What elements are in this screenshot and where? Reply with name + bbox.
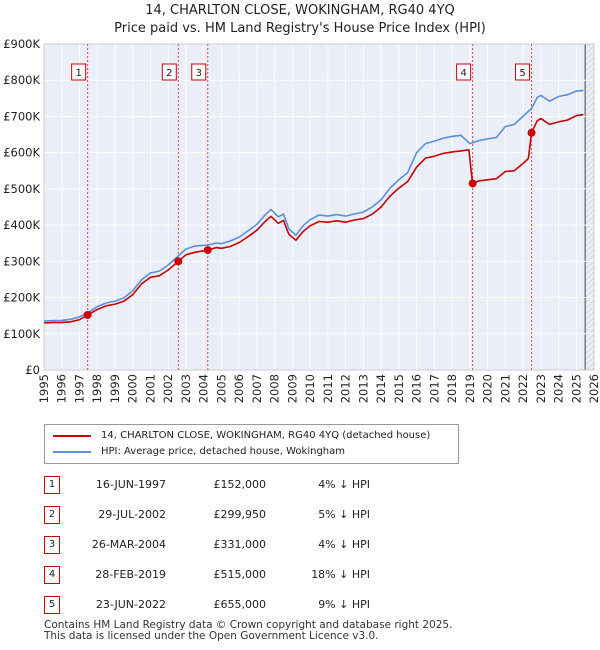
x-tick-label: 1997 — [72, 374, 86, 403]
footer: Contains HM Land Registry data © Crown c… — [44, 620, 452, 642]
transaction-badge: 1 — [44, 476, 60, 494]
legend: 14, CHARLTON CLOSE, WOKINGHAM, RG40 4YQ … — [44, 424, 459, 464]
legend-swatch-blue — [53, 451, 91, 453]
sale-point — [527, 128, 536, 137]
x-tick-label: 2002 — [161, 374, 175, 403]
legend-label-hpi: HPI: Average price, detached house, Woki… — [101, 446, 345, 457]
transaction-badge: 4 — [44, 566, 60, 584]
property-price-line — [43, 113, 584, 324]
transaction-price: £515,000 — [213, 568, 267, 581]
title-line-1: 14, CHARLTON CLOSE, WOKINGHAM, RG40 4YQ — [145, 3, 455, 18]
sale-badge — [456, 63, 472, 81]
sale-badge-label: 2 — [166, 68, 172, 79]
transaction-date: 29-JUL-2002 — [98, 508, 166, 521]
transaction-date: 28-FEB-2019 — [95, 568, 166, 581]
x-tick-label: 2000 — [126, 374, 140, 403]
table-row: 4 28-FEB-2019 £515,000 18% ↓ HPI — [0, 566, 600, 584]
sale-badge-label: 5 — [519, 68, 525, 79]
hpi-line — [43, 89, 584, 322]
sale-badge-label: 3 — [196, 68, 202, 79]
x-tick-label: 1996 — [55, 374, 69, 403]
x-tick-label: 2015 — [392, 374, 406, 403]
table-row: 5 23-JUN-2022 £655,000 9% ↓ HPI — [0, 596, 600, 614]
x-tick-label: 2003 — [179, 374, 193, 403]
y-tick-label: £200K — [3, 291, 40, 305]
x-tick-label: 1998 — [90, 374, 104, 403]
footer-license: This data is licensed under the Open Gov… — [44, 630, 379, 642]
x-tick-label: 2020 — [481, 374, 495, 403]
y-tick-label: £900K — [3, 37, 40, 51]
transaction-price: £655,000 — [213, 598, 267, 611]
transaction-badge: 3 — [44, 536, 60, 554]
x-tick-label: 2014 — [374, 374, 388, 403]
x-tick-label: 2021 — [498, 374, 512, 403]
chart-title: 14, CHARLTON CLOSE, WOKINGHAM, RG40 4YQ … — [0, 2, 600, 38]
sale-badge — [191, 63, 207, 81]
transaction-badge: 2 — [44, 506, 60, 524]
x-tick-label: 2009 — [285, 374, 299, 403]
x-tick-label: 2022 — [516, 374, 530, 403]
legend-swatch-red — [53, 435, 91, 437]
x-tick-label: 2012 — [339, 374, 353, 403]
x-tick-label: 2005 — [214, 374, 228, 403]
transaction-date: 23-JUN-2022 — [95, 598, 166, 611]
transaction-date: 26-MAR-2004 — [91, 538, 166, 551]
x-tick-label: 2017 — [427, 374, 441, 403]
y-tick-label: £300K — [3, 254, 40, 268]
y-tick-label: £400K — [3, 218, 40, 232]
transaction-price: £331,000 — [213, 538, 267, 551]
legend-label-property: 14, CHARLTON CLOSE, WOKINGHAM, RG40 4YQ … — [101, 430, 431, 441]
x-tick-label: 2011 — [321, 374, 335, 403]
sale-badge — [515, 63, 531, 81]
x-tick-label: 2018 — [445, 374, 459, 403]
transaction-hpi: 18% ↓ HPI — [311, 568, 370, 581]
plot-area — [44, 44, 594, 370]
plot-frame — [43, 43, 595, 371]
x-tick-label: 2008 — [268, 374, 282, 403]
x-tick-label: 1995 — [37, 374, 51, 403]
sale-point — [203, 246, 212, 255]
title-line-2: Price paid vs. HM Land Registry's House … — [114, 21, 486, 36]
y-tick-label: £100K — [3, 327, 40, 341]
x-tick-label: 2013 — [356, 374, 370, 403]
x-tick-label: 2016 — [410, 374, 424, 403]
y-tick-label: £500K — [3, 182, 40, 196]
x-tick-label: 2024 — [552, 374, 566, 403]
x-tick-label: 2006 — [232, 374, 246, 403]
forecast-region — [585, 44, 594, 370]
transaction-badge: 5 — [44, 596, 60, 614]
sale-badge — [161, 63, 177, 81]
x-tick-label: 2026 — [587, 374, 600, 403]
price-chart: £0 £100K £200K £300K £400K £500K £600K £700K £80… — [3, 37, 600, 403]
transaction-price: £299,950 — [213, 508, 267, 521]
y-tick-label: £600K — [3, 146, 40, 160]
transaction-date: 16-JUN-1997 — [95, 478, 166, 491]
table-row: 1 16-JUN-1997 £152,000 4% ↓ HPI — [0, 476, 600, 494]
sale-badge-label: 4 — [460, 68, 466, 79]
x-tick-label: 2004 — [197, 374, 211, 403]
x-tick-label: 2019 — [463, 374, 477, 403]
y-tick-label: £700K — [3, 109, 40, 123]
transaction-hpi: 4% ↓ HPI — [318, 478, 370, 491]
table-row: 2 29-JUL-2002 £299,950 5% ↓ HPI — [0, 506, 600, 524]
x-tick-label: 1999 — [108, 374, 122, 403]
sale-badge — [71, 63, 87, 81]
transaction-hpi: 9% ↓ HPI — [318, 598, 370, 611]
sale-point — [174, 257, 183, 266]
x-tick-label: 2007 — [250, 374, 264, 403]
x-tick-label: 2001 — [143, 374, 157, 403]
transaction-price: £152,000 — [213, 478, 267, 491]
sale-badge-label: 1 — [75, 68, 81, 79]
transaction-hpi: 5% ↓ HPI — [318, 508, 370, 521]
transaction-hpi: 4% ↓ HPI — [318, 538, 370, 551]
x-tick-label: 2010 — [303, 374, 317, 403]
sale-point — [468, 179, 477, 188]
sale-point — [83, 310, 92, 319]
x-tick-label: 2025 — [569, 374, 583, 403]
footer-copyright: Contains HM Land Registry data © Crown c… — [44, 619, 453, 631]
y-tick-label: £0 — [25, 363, 40, 377]
x-tick-label: 2023 — [534, 374, 548, 403]
y-tick-label: £800K — [3, 73, 40, 87]
table-row: 3 26-MAR-2004 £331,000 4% ↓ HPI — [0, 536, 600, 554]
